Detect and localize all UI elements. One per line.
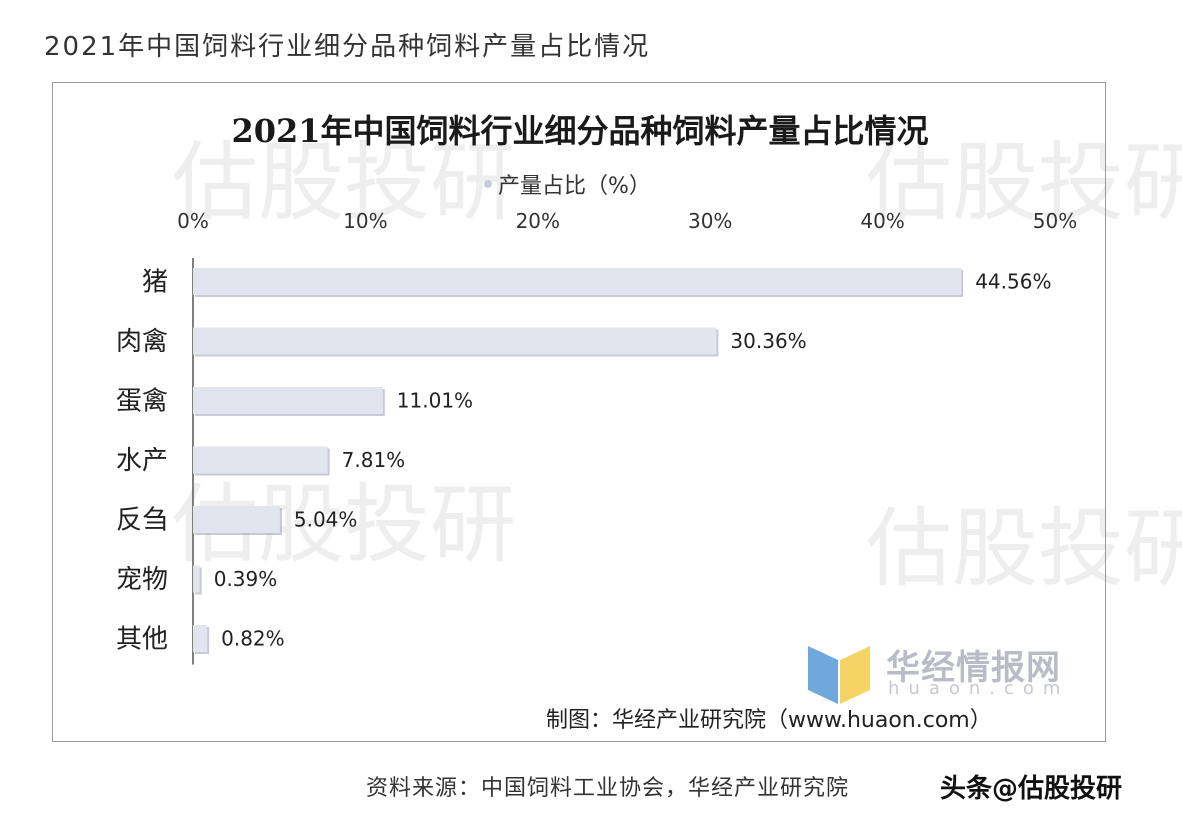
chart-title: 2021年中国饲料行业细分品种饲料产量占比情况 [231, 112, 929, 150]
attribution: 头条@估股投研 [940, 774, 1123, 804]
legend-label: 产量占比（%） [498, 174, 651, 199]
data-source: 资料来源：中国饲料工业协会，华经产业研究院 [366, 776, 850, 801]
category-label: 肉禽 [116, 327, 168, 357]
x-tick-label: 30% [688, 209, 732, 233]
data-label: 7.81% [342, 448, 406, 472]
category-label: 其他 [116, 625, 168, 655]
x-tick-label: 40% [860, 209, 904, 233]
category-label: 水产 [116, 446, 168, 476]
data-label: 30.36% [730, 329, 806, 353]
category-label: 反刍 [116, 506, 168, 536]
legend-swatch [484, 180, 492, 188]
huaon-logo: 华经情报网 huaon.com [808, 640, 1068, 704]
data-label: 44.56% [975, 270, 1051, 294]
bar [193, 506, 280, 533]
bar [193, 268, 962, 295]
bar [193, 625, 208, 652]
x-tick-label: 20% [516, 209, 560, 233]
data-label: 0.39% [214, 567, 278, 591]
category-label: 蛋禽 [116, 387, 168, 417]
bar [193, 565, 200, 593]
logo-mark-icon [808, 646, 870, 704]
page-title: 2021年中国饲料行业细分品种饲料产量占比情况 [44, 32, 651, 62]
x-tick-label: 50% [1033, 209, 1077, 233]
legend: 产量占比（%） [484, 168, 651, 200]
x-tick-label: 0% [177, 209, 209, 233]
data-label: 5.04% [294, 508, 358, 532]
bar [193, 387, 383, 414]
chart-credit: 制图：华经产业研究院（www.huaon.com） [546, 708, 992, 733]
data-label: 0.82% [221, 627, 285, 651]
category-label: 宠物 [116, 565, 168, 595]
category-label: 猪 [142, 268, 168, 298]
logo-domain: huaon.com [888, 678, 1070, 699]
bar [193, 446, 328, 474]
logo-name: 华经情报网 [886, 648, 1061, 688]
x-tick-label: 10% [343, 209, 387, 233]
bar [193, 327, 717, 355]
data-label: 11.01% [397, 389, 473, 413]
chart-frame [52, 82, 1106, 742]
